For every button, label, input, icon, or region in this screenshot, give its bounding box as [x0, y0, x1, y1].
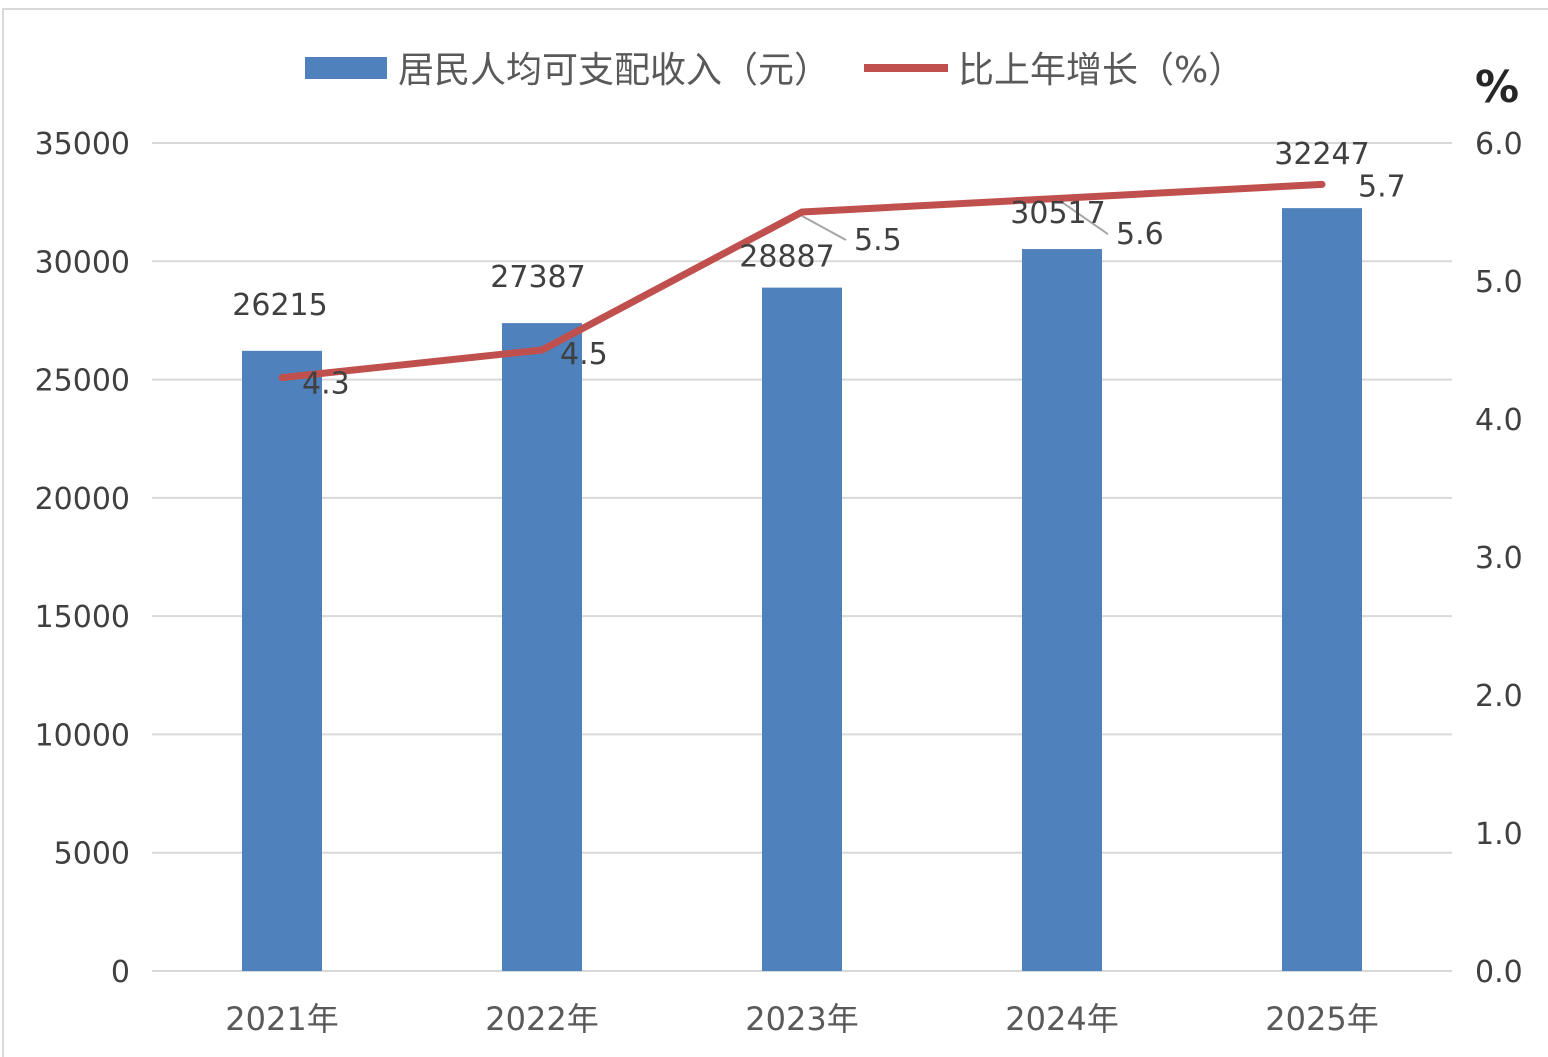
- x-tick-label: 2024年: [1005, 1000, 1118, 1038]
- legend-bar-swatch: [305, 57, 387, 79]
- bar-value-label: 30517: [1010, 196, 1105, 231]
- right-axis-unit: %: [1475, 62, 1519, 113]
- line-value-label: 4.3: [302, 367, 350, 402]
- income-bars: [242, 208, 1362, 972]
- leader-line: [1061, 201, 1109, 236]
- legend-line-label: 比上年增长（%）: [958, 50, 1244, 91]
- bar-data-labels: 26215 27387 28887 30517 32247: [232, 137, 1369, 323]
- right-tick-label: 1.0: [1475, 817, 1523, 852]
- right-tick-label: 5.0: [1475, 265, 1523, 300]
- x-tick-label: 2021年: [225, 1000, 338, 1038]
- income-bar: [1022, 249, 1102, 971]
- label-leader-lines: [801, 201, 1109, 241]
- growth-line: [278, 180, 1326, 382]
- left-tick-label: 0: [111, 955, 130, 990]
- line-value-label: 5.7: [1358, 169, 1406, 204]
- leader-line: [801, 215, 847, 241]
- left-tick-label: 35000: [35, 127, 130, 162]
- right-tick-label: 0.0: [1475, 955, 1523, 990]
- chart-frame: [2, 8, 1548, 1057]
- bar-value-label: 28887: [739, 240, 834, 275]
- left-tick-label: 10000: [35, 718, 130, 753]
- x-axis-ticks: 2021年 2022年 2023年 2024年 2025年: [225, 1000, 1378, 1038]
- left-tick-label: 20000: [35, 482, 130, 517]
- left-tick-label: 15000: [35, 600, 130, 635]
- right-tick-label: 2.0: [1475, 679, 1523, 714]
- income-bar: [502, 323, 582, 972]
- income-bar: [1282, 208, 1362, 971]
- line-data-labels: 4.3 4.5 5.5 5.6 5.7: [302, 169, 1406, 401]
- left-tick-label: 30000: [35, 245, 130, 280]
- x-tick-label: 2025年: [1265, 1000, 1378, 1038]
- line-value-label: 5.6: [1116, 217, 1164, 252]
- left-tick-label: 25000: [35, 364, 130, 399]
- line-value-label: 4.5: [560, 337, 608, 372]
- bar-value-label: 32247: [1274, 137, 1369, 172]
- right-axis-ticks: 0.0 1.0 2.0 3.0 4.0 5.0 6.0: [1475, 127, 1523, 990]
- left-tick-label: 5000: [54, 837, 130, 872]
- bar-value-label: 27387: [490, 260, 585, 295]
- line-value-label: 5.5: [854, 223, 902, 258]
- left-axis-ticks: 0 5000 10000 15000 20000 25000 30000 35000: [35, 127, 130, 990]
- income-bar: [762, 287, 842, 972]
- legend: 居民人均可支配收入（元） 比上年增长（%）: [305, 50, 1244, 91]
- income-bar: [242, 350, 322, 971]
- legend-bar-label: 居民人均可支配收入（元）: [398, 50, 830, 91]
- x-tick-label: 2023年: [745, 1000, 858, 1038]
- right-tick-label: 3.0: [1475, 541, 1523, 576]
- right-tick-label: 4.0: [1475, 403, 1523, 438]
- x-tick-label: 2022年: [485, 1000, 598, 1038]
- right-tick-label: 6.0: [1475, 127, 1523, 162]
- bar-value-label: 26215: [232, 288, 327, 323]
